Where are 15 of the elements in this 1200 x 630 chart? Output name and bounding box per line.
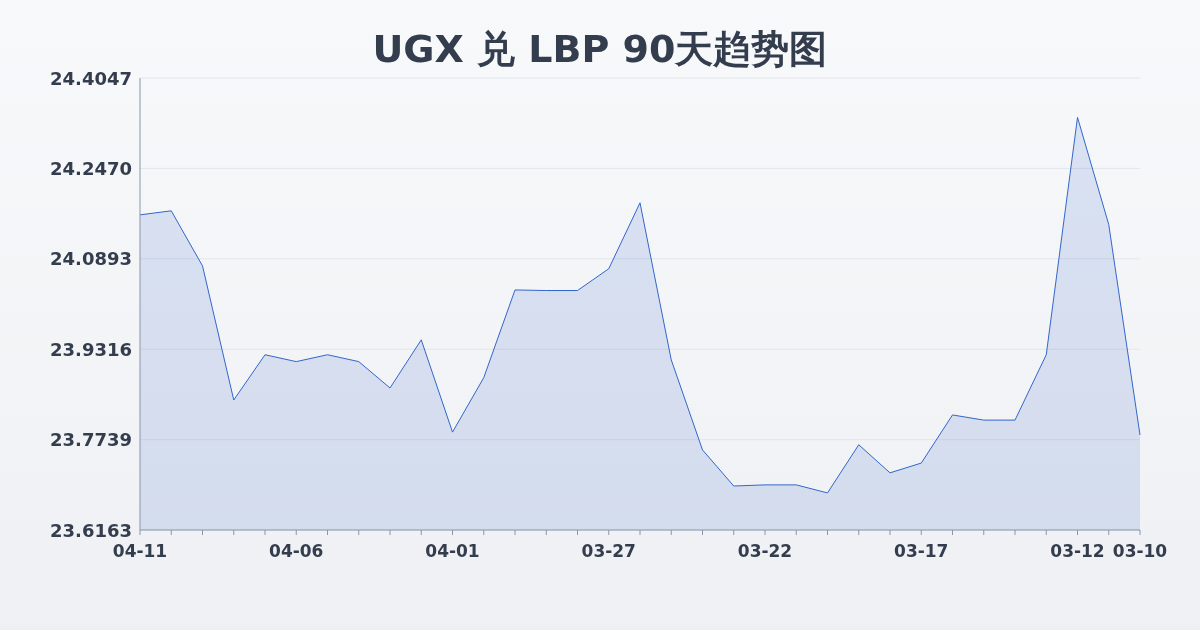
y-tick-label: 24.4047 xyxy=(50,67,132,89)
y-tick-label: 23.6163 xyxy=(50,519,132,541)
x-tick-label: 03-12 xyxy=(1050,541,1105,561)
y-tick-label: 23.7739 xyxy=(50,429,132,451)
y-tick-label: 24.0893 xyxy=(50,248,132,270)
y-tick-label: 24.2470 xyxy=(50,157,132,179)
x-tick-label: 03-10 xyxy=(1112,541,1168,561)
x-tick-label: 03-27 xyxy=(581,541,636,561)
x-tick-label: 03-22 xyxy=(737,541,793,561)
chart-title: UGX 兑 LBP 90天趋势图 xyxy=(372,27,828,71)
x-tick-label: 04-01 xyxy=(425,541,480,561)
x-tick-label: 04-06 xyxy=(269,541,324,561)
x-tick-label: 03-17 xyxy=(894,541,949,561)
y-tick-label: 23.9316 xyxy=(50,338,132,360)
x-tick-label: 04-11 xyxy=(112,541,168,561)
